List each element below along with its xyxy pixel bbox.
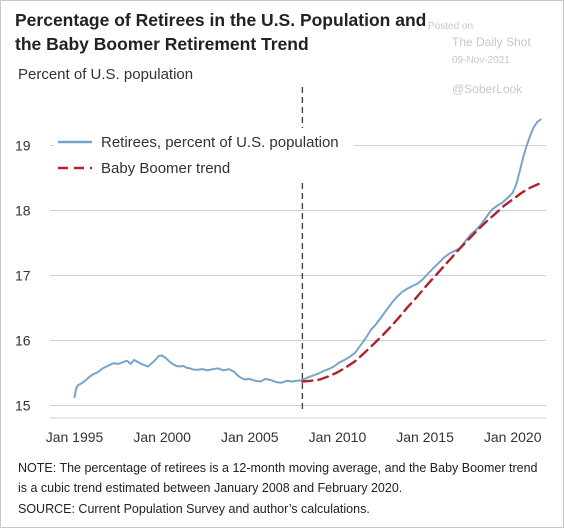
watermark-source: The Daily Shot [452, 35, 531, 49]
x-tick-label-2000: Jan 2000 [133, 429, 191, 445]
chart-title: Percentage of Retirees in the U.S. Popul… [15, 10, 427, 54]
chart-source: SOURCE: Current Population Survey and au… [18, 502, 370, 516]
legend-label-baby-boomer-trend: Baby Boomer trend [101, 160, 230, 177]
watermark-date: 09-Nov-2021 [452, 55, 510, 66]
series-line-baby-boomer-trend [301, 182, 541, 383]
legend-box [54, 124, 354, 182]
legend-label-retirees: Retirees, percent of U.S. population [101, 134, 339, 151]
y-tick-label-18: 18 [15, 203, 31, 219]
y-tick-label-19: 19 [15, 138, 31, 154]
x-tick-label-2015: Jan 2015 [396, 429, 454, 445]
x-tick-label-1995: Jan 1995 [46, 429, 104, 445]
watermark-handle: @SoberLook [452, 82, 523, 96]
y-tick-label-16: 16 [15, 333, 31, 349]
y-tick-label-17: 17 [15, 268, 31, 284]
chart-note: NOTE: The percentage of retirees is a 12… [18, 461, 538, 495]
y-axis-label: Percent of U.S. population [18, 66, 194, 83]
x-tick-label-2020: Jan 2020 [484, 429, 542, 445]
x-tick-label-2010: Jan 2010 [309, 429, 367, 445]
x-tick-label-2005: Jan 2005 [221, 429, 279, 445]
watermark-posted: Posted on [428, 21, 474, 32]
series-line-retirees [73, 118, 542, 398]
y-tick-label-15: 15 [15, 398, 31, 414]
